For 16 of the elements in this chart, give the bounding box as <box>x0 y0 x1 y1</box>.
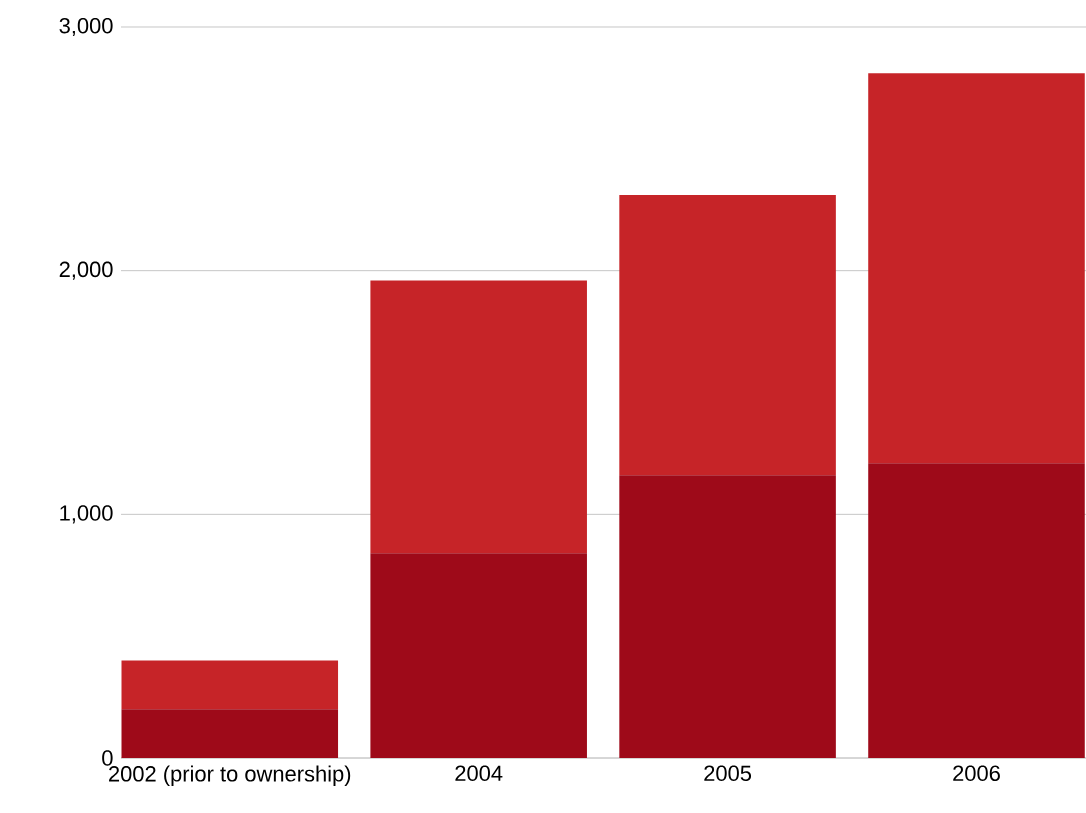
y-tick-label: 2,000 <box>59 261 113 280</box>
x-tick-label: 2002 (prior to ownership) <box>109 765 351 786</box>
bar <box>868 73 1085 464</box>
x-tick-label: 2006 <box>953 765 1000 782</box>
bar <box>868 463 1085 758</box>
bar <box>121 660 339 710</box>
bar <box>619 475 836 758</box>
y-tick-label: 1,000 <box>60 505 113 524</box>
y-tick-label: 0 <box>102 750 113 766</box>
x-tick-label: 2005 <box>704 765 752 782</box>
bar <box>121 709 339 758</box>
y-tick-label: 3,000 <box>59 17 113 37</box>
bar <box>370 553 587 758</box>
bar <box>370 280 587 554</box>
x-tick-label: 2004 <box>455 765 503 782</box>
bar <box>619 195 836 476</box>
